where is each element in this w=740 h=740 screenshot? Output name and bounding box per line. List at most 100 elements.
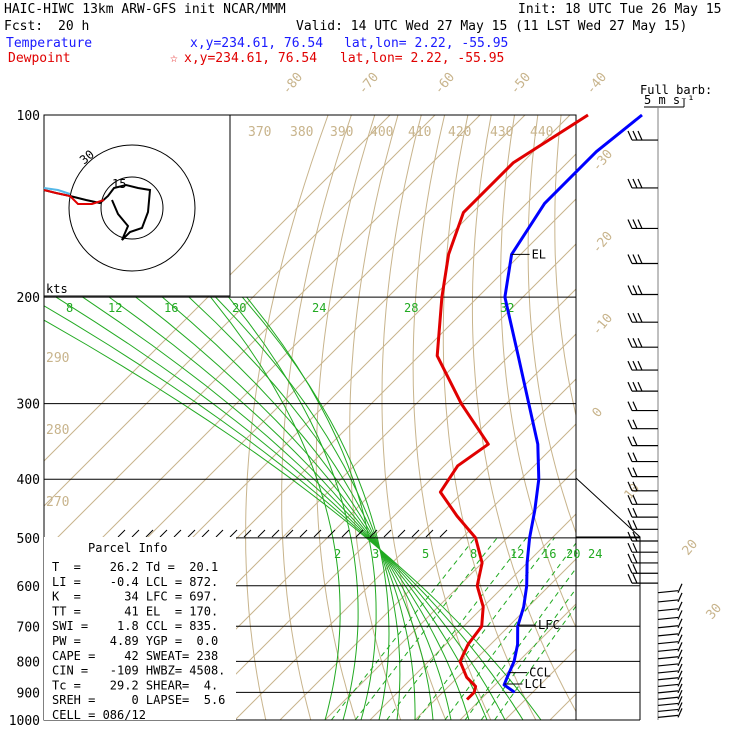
plot-frame [43,114,577,721]
mixing-ratio-label: 8 [66,301,73,315]
wind-barb [657,634,683,645]
wind-barb [657,583,683,594]
wind-barb [657,618,683,629]
mixing-ratio-label: 28 [404,301,418,315]
freezing-hash [439,529,448,538]
isotherm-line [549,693,576,720]
mixing-ratio-line [354,537,498,720]
mixing-ratio-line [331,537,476,720]
forecast-label: Fcst: [4,19,43,34]
dry-adiabat-line [724,115,740,720]
adiabat-label: 400 [370,125,393,140]
parcel-info-row: SREH = 0 LAPSE= 5.6 [52,693,225,707]
barb-key-unit: 5 m s⁻¹ [644,93,695,107]
pressure-tick-label: 500 [17,532,40,547]
mixing-ratio-line [494,605,576,720]
model-title: HAIC-HIWC 13km ARW-GFS init NCAR/MMM [4,2,286,17]
dry-adiabat-line [315,115,376,720]
pressure-tick-label: 200 [17,291,40,306]
isotherm-line [44,115,481,552]
wind-barb [627,507,658,518]
mixing-ratio-label: 16 [542,547,556,561]
isotherm-label: 0 [590,405,607,421]
star-icon: ☆ [170,51,178,66]
wind-barb [627,178,658,189]
dry-adiabat-line [281,115,352,720]
parcel-info-background [44,537,236,720]
wind-barb [657,656,683,667]
isotherm-line [414,558,576,720]
freezing-hash [173,529,182,538]
isotherm-line [279,423,576,720]
mixing-ratio-line [416,537,555,720]
pressure-tick-label: 800 [17,655,40,670]
level-label: LFC [538,618,560,632]
mixing-ratio-label: 24 [588,547,602,561]
freezing-hash [229,529,238,538]
wind-barb [657,601,683,612]
wind-barb [627,419,658,430]
parcel-info-rows: T = 26.2 Td = 20.1LI = -0.4 LCL = 872.K … [52,560,225,722]
freezing-hash [187,529,196,538]
adiabat-label: 280 [46,423,69,438]
parcel-info-row: PW = 4.89 YGP = 0.0 [52,634,218,648]
mixing-ratio-label: 12 [510,547,524,561]
wind-barb [627,436,658,447]
mixing-ratio-line [444,542,576,720]
wind-barb [657,649,683,660]
dry-adiabat-line [606,115,740,720]
valid-time: Valid: 14 UTC Wed 27 May 15 (11 LST Wed … [296,19,687,34]
freezing-hash [397,529,406,538]
dewpoint-latlon: lat,lon= 2.22, -55.95 [340,51,504,66]
wind-barb [627,312,658,323]
mixing-ratio-line [464,567,576,720]
level-label: EL [532,247,546,261]
isotherm-label: -20 [590,229,617,257]
freezing-hash [369,529,378,538]
mixing-ratio-labels: 8 12 16 20 24 28 322 3 5 8 12 16 20 24 [66,301,602,561]
wind-barb [627,520,658,530]
adiabat-label: 290 [46,351,69,366]
wind-barb [627,481,658,492]
pressure-tick-label: 100 [17,109,40,124]
freezing-hash [159,529,168,538]
mixing-ratio-label: 24 [312,301,326,315]
parcel-info-row: TT = 41 EL = 170. [52,604,218,618]
pressure-tick-label: 400 [17,473,40,488]
hodograph: 30 15 kts [43,114,231,297]
wind-barb [657,683,683,694]
hodograph-units: kts [46,282,68,296]
isotherm-line [189,333,576,720]
isotherm-labels: -80 -70 -60 -50 -40 -30 -20 -10 0 10 20 30 [280,70,726,623]
parcel-info-title: Parcel Info [88,541,167,555]
pressure-tick-label: 300 [17,398,40,413]
isotherm-line [44,115,391,462]
wind-barb [627,495,658,505]
freezing-hash [271,529,280,538]
dry-adiabat-line [654,115,740,720]
adiabat-label: 390 [330,125,353,140]
temperature-xy: x,y=234.61, 76.54 [190,36,323,51]
isotherm-line [595,115,740,720]
isotherm-label: 30 [704,601,726,623]
moist-adiabat-line [215,296,401,720]
isotherm-label: 20 [680,537,702,559]
adiabat-label: 370 [248,125,271,140]
freezing-hash [215,529,224,538]
level-label: CCL [529,666,551,680]
adiabat-labels: 370 380 390 400 410 420 430 440 290 280 270 [46,125,553,510]
isotherm-label: -80 [280,70,307,98]
dry-adiabat-line [554,115,576,418]
parcel-info-row: Tc = 29.2 SHEAR= 4. [52,678,218,692]
hodograph-trace-low [43,189,105,205]
parcel-info-row: CIN = -109 HWBZ= 4508. [52,664,225,678]
isotherm-label: -30 [590,147,617,175]
wind-barb [627,285,658,296]
adiabat-label: 420 [448,125,471,140]
wind-barb [657,626,683,637]
isotherm-label: -70 [356,70,383,98]
wind-barb [657,689,683,700]
isotherm-line [44,115,526,597]
